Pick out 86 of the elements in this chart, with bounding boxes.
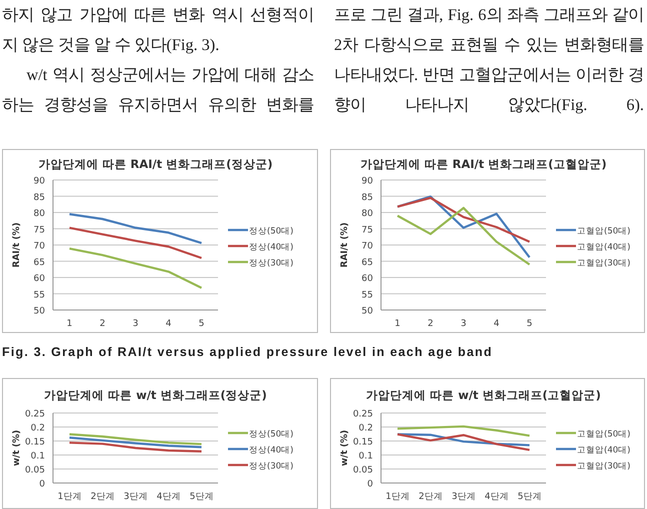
y-tick-label: 75 (362, 225, 373, 236)
y-tick-label: 0.05 (24, 466, 45, 476)
y-axis-title: w/t (%) (340, 430, 350, 466)
y-tick-label: 0.05 (352, 466, 373, 476)
line-series (68, 433, 203, 446)
y-tick-label: 80 (362, 209, 374, 219)
legend-label: 정상(40대) (249, 242, 294, 252)
x-tick-label: 4 (166, 319, 172, 329)
line-series (396, 196, 531, 243)
x-tick-label: 2 (100, 319, 106, 329)
x-tick-label: 3 (132, 319, 138, 329)
y-tick-label: 0.15 (352, 438, 373, 448)
x-tick-label: 2단계 (418, 492, 442, 502)
x-tick-label: 3 (460, 319, 466, 329)
line-series (396, 425, 531, 437)
line-series (396, 206, 531, 266)
x-tick-label: 4 (494, 319, 500, 329)
y-axis-title: RAI/t (%) (12, 222, 22, 268)
x-tick-label: 4단계 (484, 492, 508, 502)
line-series (68, 247, 203, 289)
chart-title: 가압단계에 따른 w/t 변화그래프(고혈압군) (366, 388, 601, 402)
y-tick-label: 0.25 (24, 410, 45, 420)
y-tick-label: 55 (362, 290, 373, 300)
y-tick-label: 80 (34, 209, 46, 219)
line-series (396, 433, 531, 452)
legend-label: 고혈압(50대) (577, 430, 630, 440)
y-tick-label: 85 (34, 192, 45, 203)
text: 프로 그린 결과, Fig. 6의 좌측 그래프와 같이 2차 다항식으로 표현될 수 있는 변화형태를 나타내었다. 반면 고혈압군에서는 이러한 경향이 나타나지 않았다(Fig. 6). (334, 4, 644, 116)
y-tick-label: 85 (362, 192, 373, 203)
y-tick-label: 55 (34, 290, 45, 300)
x-tick-label: 1 (394, 319, 400, 329)
x-tick-label: 2 (428, 319, 434, 329)
x-tick-label: 5단계 (518, 492, 542, 502)
x-tick-label: 1 (66, 319, 72, 329)
legend-label: 고혈압(40대) (577, 446, 630, 456)
chart-title: 가압단계에 따른 RAI/t 변화그래프(고혈압군) (360, 157, 607, 171)
chart-title: 가압단계에 따른 RAI/t 변화그래프(정상군) (38, 157, 273, 171)
line-series (68, 436, 203, 448)
line-series (396, 433, 531, 446)
text: w/t 역시 정상군에서는 가압에 대해 감소하는 경향성을 유지하면서 유의한 변화를 (2, 64, 314, 116)
text: 하지 않고 가압에 따른 변화 역시 선형적이지 않은 것을 알 수 있다(Fig. 3). (2, 4, 314, 56)
y-tick-label: 75 (34, 225, 45, 236)
y-tick-label: 50 (34, 306, 46, 316)
x-tick-label: 5단계 (190, 492, 214, 502)
y-tick-label: 90 (34, 176, 46, 186)
y-tick-label: 0.15 (24, 438, 45, 448)
y-tick-label: 0.1 (30, 452, 45, 462)
y-tick-label: 65 (362, 258, 373, 268)
legend-label: 정상(30대) (249, 462, 294, 472)
legend-label: 고혈압(50대) (577, 226, 630, 236)
y-tick-label: 0.1 (358, 452, 373, 462)
y-axis-title: RAI/t (%) (340, 222, 350, 268)
legend-label: 정상(50대) (249, 226, 294, 236)
x-tick-label: 3단계 (124, 492, 148, 502)
legend-label: 정상(50대) (249, 430, 294, 440)
y-axis-title: w/t (%) (12, 430, 22, 466)
chart-title: 가압단계에 따른 w/t 변화그래프(정상군) (44, 388, 267, 402)
x-tick-label: 4단계 (156, 492, 180, 502)
y-tick-label: 0.2 (30, 424, 45, 434)
y-tick-label: 0.25 (352, 410, 373, 420)
x-tick-label: 1단계 (58, 492, 82, 502)
y-tick-label: 0 (39, 480, 46, 490)
x-tick-label: 3단계 (452, 492, 476, 502)
line-series (68, 213, 203, 244)
x-tick-label: 2단계 (90, 492, 114, 502)
caption: Fig. 3. Graph of RAI/t versus applied pressure level in each age band (2, 345, 493, 359)
y-tick-label: 50 (362, 306, 374, 316)
x-tick-label: 1단계 (386, 492, 410, 502)
y-tick-label: 0.2 (358, 424, 373, 434)
legend-label: 고혈압(30대) (577, 462, 630, 472)
legend-label: 정상(30대) (249, 258, 294, 268)
y-tick-label: 70 (362, 242, 374, 252)
line-series (396, 195, 531, 258)
line-series (68, 442, 203, 452)
x-tick-label: 5 (526, 319, 532, 329)
y-tick-label: 0 (367, 480, 374, 490)
y-tick-label: 60 (362, 274, 374, 284)
y-tick-label: 70 (34, 242, 46, 252)
line-series (68, 226, 203, 260)
y-tick-label: 60 (34, 274, 46, 284)
x-tick-label: 5 (198, 319, 204, 329)
legend-label: 고혈압(30대) (577, 258, 630, 268)
legend-label: 고혈압(40대) (577, 242, 630, 252)
y-tick-label: 65 (34, 258, 45, 268)
y-tick-label: 90 (362, 176, 374, 186)
legend-label: 정상(40대) (249, 446, 294, 456)
